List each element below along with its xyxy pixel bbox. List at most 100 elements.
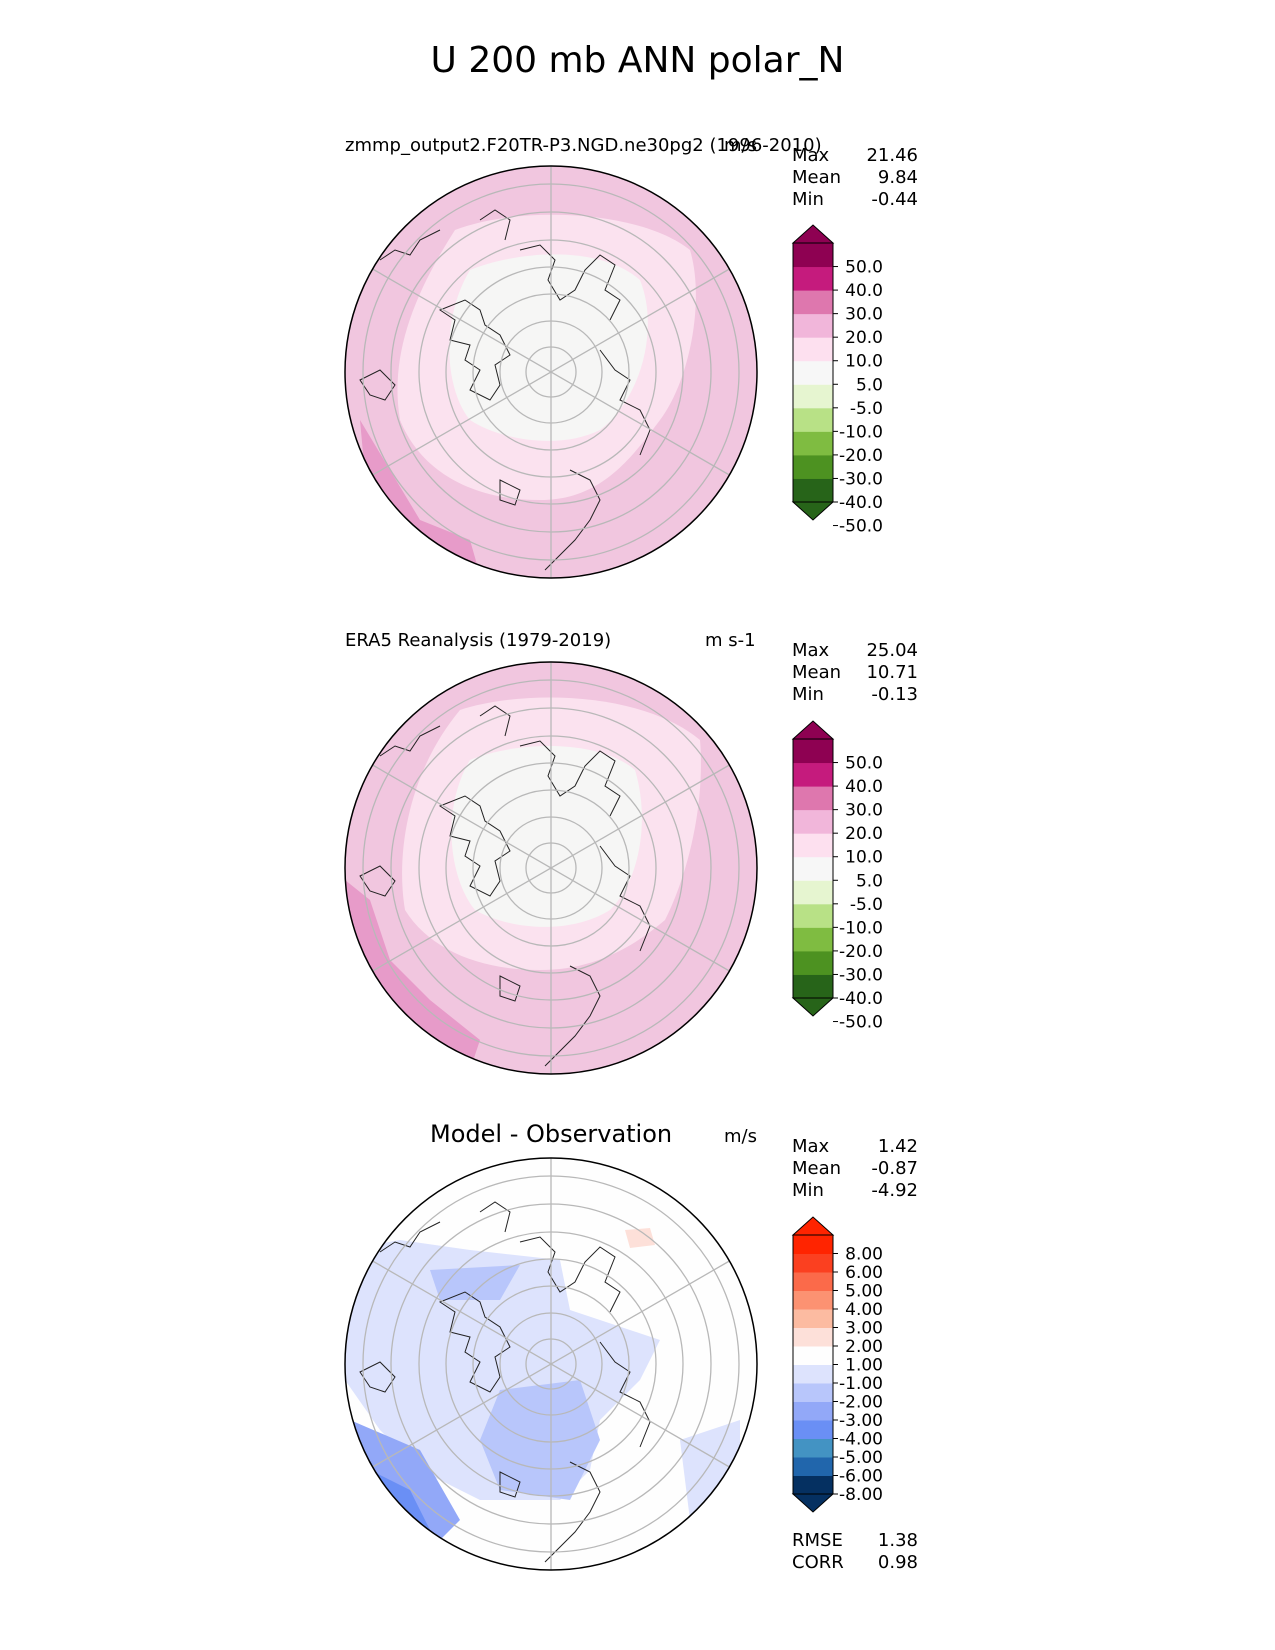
colorbar-segment (793, 407, 833, 432)
colorbar-tick-label: -40.0 (839, 493, 883, 513)
panel2-units: m s-1 (705, 630, 756, 651)
colorbar-segment (793, 1253, 833, 1273)
colorbar-segment (793, 1457, 833, 1476)
colorbar-segment (793, 384, 833, 409)
colorbar-segment (793, 337, 833, 362)
panel2-map-boundary (344, 661, 758, 1075)
colorbar-tick-label: -30.0 (839, 965, 883, 985)
panel1-min-value: -0.44 (871, 189, 918, 210)
colorbar-tick-label: 3.00 (845, 1319, 883, 1339)
colorbar-outline (792, 738, 834, 999)
panel1-map (344, 165, 758, 579)
colorbar-tick-label: 5.0 (856, 375, 883, 395)
colorbar-segment (793, 856, 833, 881)
colorbar-segment (793, 880, 833, 905)
colorbar-segment (793, 1420, 833, 1439)
colorbar-tick-label: 4.00 (845, 1300, 883, 1320)
colorbar-tick-label: -5.0 (850, 895, 883, 915)
panel3-corr-label: CORR (792, 1552, 844, 1573)
panel1-max-value: 21.46 (866, 145, 918, 166)
colorbar-tick-label: -40.0 (839, 989, 883, 1009)
colorbar-segment (793, 950, 833, 975)
panel2-map (344, 661, 758, 1075)
colorbar-tick-label: -50.0 (839, 517, 883, 537)
colorbar-segment (793, 243, 833, 268)
panel1-title: zmmp_output2.F20TR-P3.NGD.ne30pg2 (1996-… (345, 135, 822, 156)
panel2-mean-label: Mean (792, 662, 842, 683)
panel3-corr-value: 0.98 (877, 1552, 918, 1573)
panel3-colorbar: 8.006.005.004.003.002.001.00-1.00-2.00-3… (791, 1216, 883, 1513)
colorbar-segment (793, 313, 833, 338)
colorbar-tick-label: -20.0 (839, 942, 883, 962)
panel3-graticule (362, 1158, 740, 1570)
colorbar-tick-label: 50.0 (845, 754, 883, 774)
panel3-map (344, 1157, 758, 1571)
colorbar-extend-min (791, 501, 835, 521)
colorbar-segment (793, 739, 833, 764)
panel3-max-value: 1.42 (877, 1136, 918, 1157)
colorbar-segment (793, 1327, 833, 1347)
colorbar-tick-label: -1.00 (839, 1374, 883, 1394)
panel3-map-boundary (344, 1157, 758, 1571)
colorbar-tick-label: 10.0 (845, 352, 883, 372)
colorbar-extend-max (791, 720, 835, 740)
panel2-min-label: Min (792, 684, 824, 705)
colorbar-segment (793, 360, 833, 385)
panel1-mean-label: Mean (792, 167, 842, 188)
colorbar-segment (793, 1290, 833, 1310)
panel2-max-value: 25.04 (866, 640, 918, 661)
colorbar-tick-label: -10.0 (839, 422, 883, 442)
panel2-min-value: -0.13 (871, 684, 918, 705)
colorbar-segment (793, 927, 833, 952)
colorbar-tick-label: -8.00 (839, 1485, 883, 1505)
colorbar-tick-label: -6.00 (839, 1467, 883, 1487)
panel1-colorbar: 50.0 40.0 30.0 20.0 10.0 5.0 -5.0 -10.0 -20.0 -30… (791, 224, 883, 537)
figure-title: U 200 mb ANN polar_N (430, 40, 845, 81)
colorbar-extend-max (791, 224, 835, 244)
colorbar-tick-label: 2.00 (845, 1337, 883, 1357)
colorbar-tick-label: 10.0 (845, 848, 883, 868)
panel3-min-label: Min (792, 1180, 824, 1201)
panel3-field-1-2 (625, 1228, 655, 1248)
colorbar-segment (793, 1272, 833, 1291)
colorbar-tick-label: -50.0 (839, 1013, 883, 1033)
colorbar-tick-label: 5.0 (856, 871, 883, 891)
colorbar-tick-label: -5.0 (850, 399, 883, 419)
colorbar-tick-label: -30.0 (839, 469, 883, 489)
colorbar-tick-label: 40.0 (845, 777, 883, 797)
colorbar-outline (792, 242, 834, 503)
colorbar-extend-max (791, 1216, 835, 1236)
panel2-title: ERA5 Reanalysis (1979-2019) (345, 630, 612, 651)
colorbar-segment (793, 454, 833, 479)
colorbar-tick-label: 50.0 (845, 258, 883, 278)
colorbar-tick-label: -3.00 (839, 1411, 883, 1431)
panel3-max-label: Max (792, 1136, 830, 1157)
panel2-coastlines (359, 705, 651, 1067)
panel2-mean-value: 10.71 (866, 662, 918, 683)
colorbar-tick-label: -20.0 (839, 446, 883, 466)
panel1-units: m/s (724, 135, 757, 156)
colorbar-tick-label: 5.00 (845, 1282, 883, 1302)
colorbar-tick-label: -2.00 (839, 1393, 883, 1413)
colorbar-tick-label: 20.0 (845, 328, 883, 348)
colorbar-segment (793, 431, 833, 456)
colorbar-segment (793, 1475, 833, 1495)
colorbar-segment (793, 1346, 833, 1365)
panel2-max-label: Max (792, 640, 830, 661)
colorbar-segment (793, 1383, 833, 1402)
colorbar-segment (793, 1309, 833, 1328)
colorbar-segment (793, 903, 833, 928)
panel2-graticule (362, 662, 740, 1074)
colorbar-tick-label: 6.00 (845, 1263, 883, 1283)
colorbar-segment (793, 1364, 833, 1384)
colorbar-tick-label: 20.0 (845, 824, 883, 844)
panel2-field-20-30 (345, 880, 480, 1070)
panel2-colorbar: 50.0 40.0 30.0 20.0 10.0 5.0 -5.0 -10.0 -20.0 -30… (791, 720, 883, 1033)
colorbar-segment (793, 809, 833, 834)
panel1-graticule (362, 166, 740, 578)
panel3-mean-label: Mean (792, 1158, 842, 1179)
colorbar-extend-min (791, 1493, 835, 1513)
panel1-min-label: Min (792, 189, 824, 210)
colorbar-tick-label: -4.00 (839, 1430, 883, 1450)
